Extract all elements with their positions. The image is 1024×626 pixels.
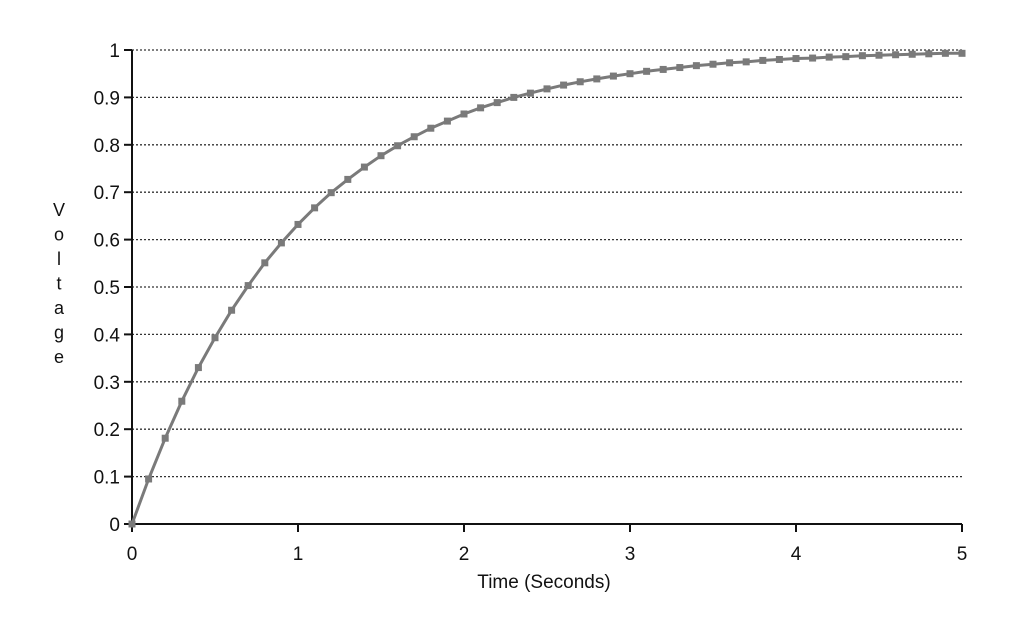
y-axis-title-char: l: [57, 249, 61, 269]
data-point: [908, 50, 916, 58]
y-tick-label: 0.9: [94, 88, 120, 109]
data-point: [244, 282, 252, 290]
data-point: [892, 51, 900, 59]
data-point: [311, 204, 319, 212]
data-point: [460, 110, 468, 118]
data-point: [626, 70, 634, 78]
data-series: [128, 49, 966, 528]
data-point: [344, 175, 352, 183]
data-point: [161, 434, 169, 442]
data-point: [128, 520, 136, 528]
y-axis-title-char: V: [53, 200, 65, 220]
y-tick-label: 0.8: [94, 136, 120, 157]
data-point: [858, 52, 866, 60]
data-point: [178, 397, 186, 405]
data-point: [493, 99, 501, 107]
y-axis-title-char: t: [56, 274, 61, 294]
y-tick-label: 0.3: [94, 373, 120, 394]
y-tick-label: 0: [109, 515, 120, 536]
y-tick-label: 0.4: [94, 325, 121, 346]
x-axis-title: Time (Seconds): [477, 572, 610, 593]
data-point: [742, 58, 750, 66]
data-point: [228, 306, 236, 314]
x-tick-label: 2: [459, 544, 470, 565]
y-tick-label: 0.5: [94, 278, 120, 299]
y-axis-title-char: e: [54, 347, 64, 367]
data-point: [360, 163, 368, 171]
data-point: [925, 50, 933, 58]
data-point: [709, 60, 717, 68]
axes: [124, 49, 963, 532]
data-point: [726, 59, 734, 67]
y-tick-label: 0.2: [94, 420, 120, 441]
data-point: [842, 53, 850, 61]
data-point: [526, 89, 534, 97]
x-tick-label: 5: [957, 544, 968, 565]
data-point: [576, 78, 584, 86]
data-point: [510, 93, 518, 101]
data-point: [543, 85, 551, 93]
y-tick-label: 0.6: [94, 231, 120, 252]
y-tick-label: 0.1: [94, 468, 120, 489]
y-axis-title-char: g: [54, 323, 64, 343]
data-point: [294, 220, 302, 228]
x-tick-label: 1: [293, 544, 304, 565]
data-point: [643, 67, 651, 75]
data-point: [659, 65, 667, 73]
data-point: [394, 142, 402, 150]
data-point: [792, 55, 800, 63]
data-point: [327, 189, 335, 197]
data-point: [560, 81, 568, 89]
y-axis-title-char: a: [54, 298, 65, 318]
data-point: [676, 64, 684, 72]
data-point: [759, 56, 767, 64]
data-point: [211, 334, 219, 342]
data-point: [427, 124, 435, 132]
data-point: [261, 259, 269, 267]
data-point: [875, 51, 883, 59]
data-point: [941, 49, 949, 57]
data-point: [477, 104, 485, 112]
gridlines: [132, 49, 962, 478]
data-point: [410, 133, 418, 141]
data-point: [377, 152, 385, 160]
x-tick-label: 4: [791, 544, 802, 565]
data-point: [145, 475, 153, 483]
y-tick-label: 1: [109, 41, 120, 62]
data-point: [277, 239, 285, 247]
x-tick-label: 3: [625, 544, 636, 565]
data-point: [775, 55, 783, 63]
data-point: [958, 49, 966, 57]
series-line: [130, 51, 962, 525]
data-point: [809, 54, 817, 62]
data-point: [194, 364, 202, 372]
x-tick-label: 0: [127, 544, 138, 565]
data-point: [443, 117, 451, 125]
data-point: [825, 53, 833, 61]
tick-labels: 0 0.1 0.2 0.3 0.4 0.5 0.6 0.7 0.8 0.9 1 0 1 2 3 4 5: [94, 41, 968, 565]
data-point: [593, 75, 601, 83]
data-point: [692, 62, 700, 70]
data-point: [609, 72, 617, 80]
y-axis-title-char: o: [54, 225, 64, 245]
y-tick-label: 0.7: [94, 183, 120, 204]
